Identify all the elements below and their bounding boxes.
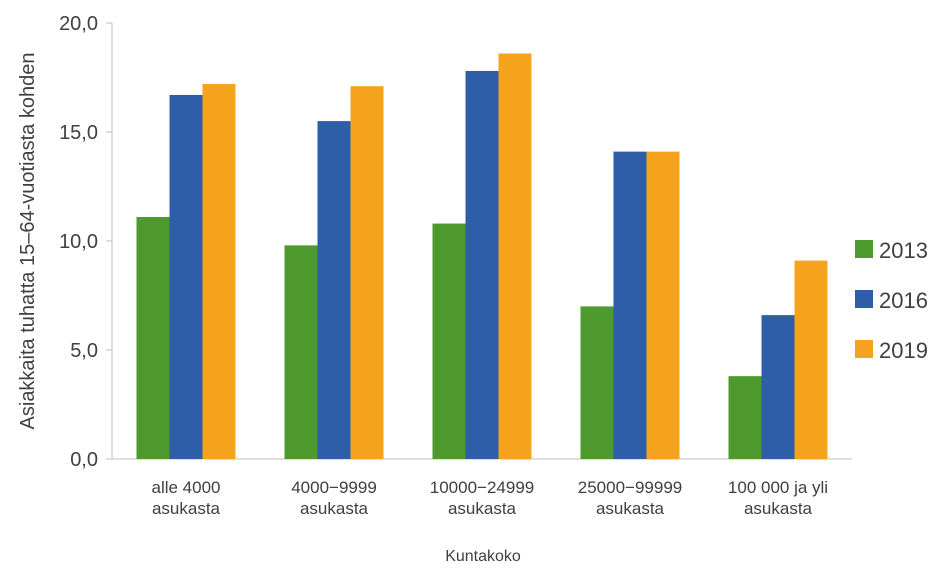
category-label: 4000−9999 asukasta [291, 478, 377, 518]
category-label-line: asukasta [152, 499, 221, 518]
bar-2013-5 [728, 376, 762, 459]
category-label-line: 25000−99999 [578, 478, 682, 497]
category-label-line: asukasta [300, 499, 369, 518]
category-label-line: 10000−24999 [430, 478, 534, 497]
bar-2019-3 [498, 53, 532, 460]
y-tick-label: 15,0 [59, 122, 98, 144]
bar-2013-4 [580, 306, 614, 459]
bar-2013-2 [284, 245, 318, 459]
category-label: alle 4000 asukasta [151, 478, 220, 518]
bar-2016-2 [317, 121, 351, 459]
legend-swatch-2016 [855, 290, 873, 308]
bar-2013-1 [136, 217, 170, 459]
category-label-line: asukasta [744, 499, 813, 518]
y-tick-label: 0,0 [70, 449, 98, 471]
bar-2016-1 [169, 94, 203, 459]
category-label-line: asukasta [448, 499, 517, 518]
y-tick-label: 20,0 [59, 13, 98, 35]
category-label: 25000−99999 asukasta [578, 478, 682, 518]
legend: 2013 2016 2019 [855, 238, 928, 363]
bar-2019-4 [646, 151, 680, 459]
bar-2019-1 [202, 84, 236, 459]
category-label-line: 100 000 ja yli [728, 478, 828, 497]
category-label: 100 000 ja yli asukasta [728, 478, 828, 518]
bar-2019-2 [350, 86, 384, 459]
bar-2016-5 [761, 315, 795, 459]
y-tick-label: 10,0 [59, 231, 98, 253]
legend-label-2013: 2013 [879, 238, 928, 263]
y-axis-title-group: Asiakkaita tuhatta 15–64-vuotiasta kohde… [17, 53, 39, 430]
legend-label-2016: 2016 [879, 288, 928, 313]
category-label-line: alle 4000 [151, 478, 220, 497]
bar-2013-3 [432, 223, 466, 459]
legend-label-2019: 2019 [879, 338, 928, 363]
legend-swatch-2019 [855, 340, 873, 358]
legend-swatch-2013 [855, 240, 873, 258]
category-label: 10000−24999 asukasta [430, 478, 534, 518]
bars [136, 53, 828, 460]
y-axis-ticks: 0,0 5,0 10,0 15,0 20,0 [59, 13, 112, 471]
bar-2019-5 [794, 260, 828, 459]
bar-2016-3 [465, 70, 499, 460]
y-axis-title: Asiakkaita tuhatta 15–64-vuotiasta kohde… [17, 53, 39, 430]
category-label-line: asukasta [596, 499, 665, 518]
y-tick-label: 5,0 [70, 340, 98, 362]
x-axis-title: Kuntakoko [445, 548, 521, 565]
category-label-line: 4000−9999 [291, 478, 377, 497]
bar-2016-4 [613, 151, 647, 459]
